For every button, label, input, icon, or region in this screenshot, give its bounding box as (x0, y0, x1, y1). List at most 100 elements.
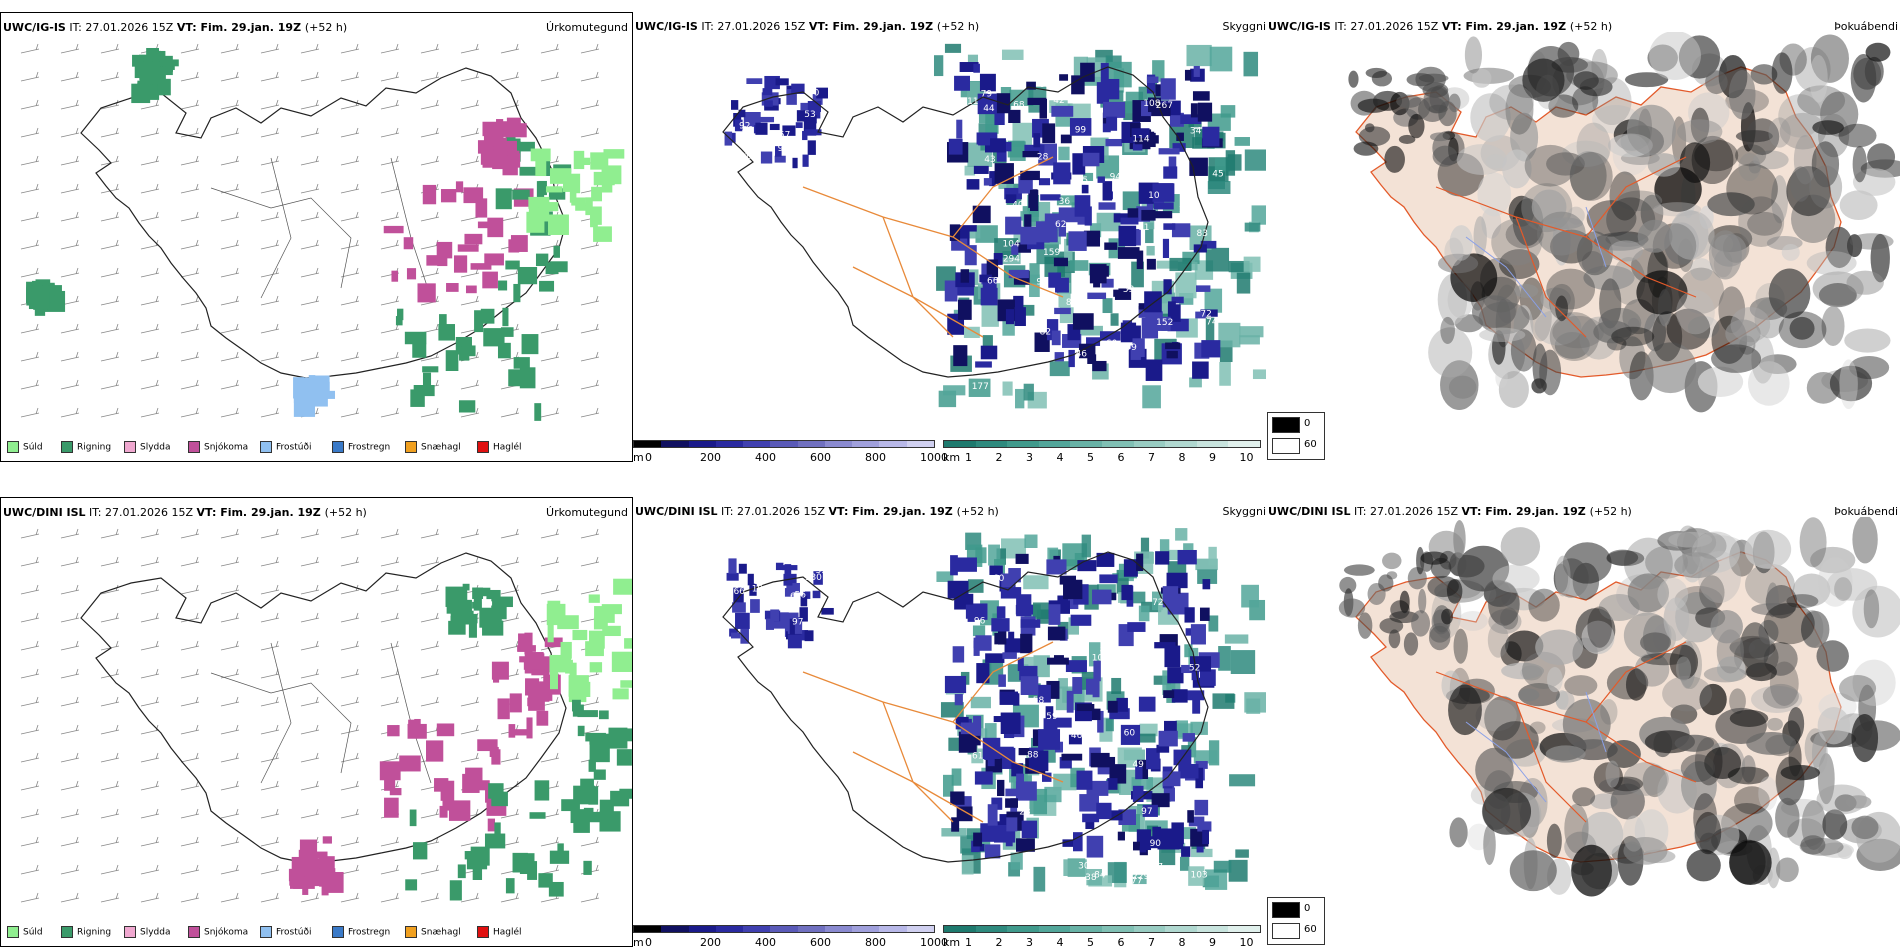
fog-legend-swatch (1272, 902, 1300, 918)
ceiling-tick: 1000 (920, 451, 948, 462)
ceiling-field (724, 62, 1223, 381)
valid-time-label: VT: (196, 506, 221, 519)
precip-type-panel: UWC/DINI ISL IT: 27.01.2026 15Z VT: Fim.… (0, 497, 633, 947)
ceiling-value-label: 90 (1150, 839, 1162, 849)
visibility-tick: 3 (1026, 936, 1033, 947)
legend-label: Snjókoma (204, 442, 249, 453)
ceiling-value-label: 36 (1059, 197, 1071, 207)
valid-time-label: VT: (828, 505, 853, 518)
visibility-tick: 6 (1117, 936, 1125, 947)
ceiling-value-label: 34 (1190, 126, 1202, 136)
precip-legend-item: Súld (7, 926, 43, 938)
ceiling-value-label: 58 (754, 577, 766, 587)
ceiling-tick: 600 (810, 936, 831, 947)
fog-legend-swatch (1272, 417, 1300, 433)
precip-map (20, 43, 625, 421)
legend-swatch (405, 441, 417, 453)
precip-legend-item: Snjókoma (188, 926, 248, 938)
ceiling-value-label: 114 (1132, 134, 1149, 144)
ceiling-value-label: 77 (1131, 876, 1142, 886)
visibility-tick: 9 (1209, 936, 1216, 947)
ceiling-value-label: 44 (983, 104, 995, 114)
legend-swatch (405, 926, 417, 938)
init-time-label: IT: (717, 505, 738, 518)
ceiling-tick: 800 (865, 451, 886, 462)
valid-time-label: VT: (808, 20, 833, 33)
precip-map (20, 528, 632, 903)
ceiling-value-label: 56 (794, 591, 806, 601)
panel-header: UWC/DINI ISL IT: 27.01.2026 15Z VT: Fim.… (635, 505, 999, 518)
fog-legend-swatch (1272, 923, 1300, 939)
lead-time: (+52 h) (936, 20, 980, 33)
ceiling-tick: 600 (810, 451, 831, 462)
ceiling-value-label: 75 (1211, 797, 1222, 807)
model-name: UWC/IG-IS (3, 21, 66, 34)
ceiling-values: 92 53 86 57 105 95 50 76 45 62 74 83 46 50 53 89 104 99 94… (736, 80, 1224, 402)
ceiling-value-label: 95 (1040, 80, 1051, 90)
ceiling-value-label: 46 (1076, 349, 1088, 359)
ceiling-value-label: 107 (1092, 653, 1109, 663)
fog-legend-label: 60 (1304, 924, 1317, 935)
ceiling-colorbar: m 0 200 400 600 800 1000 (633, 925, 948, 947)
init-time: 27.01.2026 15Z (1350, 20, 1442, 33)
visibility-colorbar: km 1 2 3 4 5 6 7 8 9 10 (943, 925, 1263, 947)
legend-label: Súld (23, 927, 43, 938)
ceiling-field (726, 549, 1220, 859)
ceiling-value-label: 111 (1161, 625, 1178, 635)
ceiling-value-label: 76 (1074, 635, 1086, 645)
ceiling-values: 9713019586266555611161585244877710376465… (733, 566, 1227, 886)
valid-time: Fim. 29.jan. 19Z (220, 506, 325, 519)
visibility-tick: 8 (1178, 451, 1186, 462)
legend-label: Slydda (140, 442, 171, 453)
precip-legend-item: Slydda (124, 441, 170, 453)
ceiling-value-label: 45 (1212, 170, 1223, 180)
ceiling-value-label: 60 (993, 574, 1005, 584)
ceiling-value-label: 19 (752, 584, 764, 594)
precip-legend-item: Frostúði (260, 441, 311, 453)
ceiling-value-label: 294 (1003, 255, 1020, 265)
model-name: UWC/IG-IS (1268, 20, 1331, 33)
ceiling-visibility-panel: UWC/DINI ISL IT: 27.01.2026 15Z VT: Fim.… (633, 497, 1266, 947)
precip-legend: Súld Rigning Slydda Snjókoma Frostúði Frostre… (1, 922, 632, 944)
ceiling-value-label: 229 (1132, 872, 1149, 882)
panel-header: UWC/IG-IS IT: 27.01.2026 15Z VT: Fim. 29… (1268, 20, 1612, 33)
fog-legend-label: 0 (1304, 903, 1311, 914)
ceiling-value-label: 93 (1161, 704, 1172, 714)
ceiling-value-label: 28 (1037, 152, 1049, 162)
ceiling-value-label: 97 (1141, 807, 1152, 817)
precip-legend-item: Haglél (477, 441, 522, 453)
precip-legend-item: Rigning (61, 926, 111, 938)
ceiling-value-label: 55 (816, 566, 827, 576)
legend-swatch (61, 926, 73, 938)
legend-swatch (332, 441, 344, 453)
model-name: UWC/IG-IS (635, 20, 698, 33)
ceiling-tick: 200 (700, 936, 721, 947)
legend-label: Frostúði (276, 927, 312, 938)
init-time-label: IT: (85, 506, 106, 519)
ceiling-value-label: 99 (1075, 125, 1087, 135)
road-network (802, 641, 1064, 823)
ceiling-value-label: 50 (808, 89, 820, 99)
visibility-tick: 8 (1178, 936, 1186, 947)
legend-swatch (260, 926, 272, 938)
ceiling-value-label: 95 (778, 144, 789, 154)
model-name: UWC/DINI ISL (3, 506, 86, 519)
fog-index-panel: UWC/IG-IS IT: 27.01.2026 15Z VT: Fim. 29… (1266, 12, 1900, 462)
wind-barbs (20, 43, 600, 418)
fog-legend-label: 0 (1304, 418, 1311, 429)
ceiling-value-label: 130 (805, 573, 822, 583)
ceiling-value-label: 103 (1190, 870, 1207, 880)
ceiling-tick: 400 (755, 451, 776, 462)
visibility-tick: 4 (1056, 936, 1064, 947)
legend-swatch (332, 926, 344, 938)
wind-barbs (20, 528, 600, 903)
init-time: 27.01.2026 15Z (737, 505, 829, 518)
legend-swatch (7, 441, 19, 453)
lead-time: (+52 h) (1569, 20, 1613, 33)
ceiling-value-label: 304 (1078, 862, 1095, 872)
fog-legend-swatch (1272, 438, 1300, 454)
ceiling-value-label: 105 (741, 152, 758, 162)
precip-legend: Súld Rigning Slydda Snjókoma Frostúði Frostre… (1, 437, 632, 459)
legend-swatch (61, 441, 73, 453)
visibility-tick: 6 (1117, 451, 1125, 462)
